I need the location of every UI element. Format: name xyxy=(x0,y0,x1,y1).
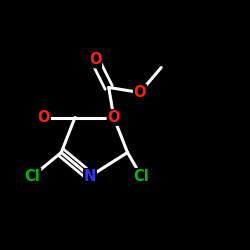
Text: O: O xyxy=(108,110,120,125)
Text: O: O xyxy=(38,110,50,125)
Text: O: O xyxy=(89,52,101,68)
Text: Cl: Cl xyxy=(134,169,149,184)
Text: O: O xyxy=(134,85,146,100)
Text: Cl: Cl xyxy=(24,169,40,184)
Text: N: N xyxy=(84,169,96,184)
